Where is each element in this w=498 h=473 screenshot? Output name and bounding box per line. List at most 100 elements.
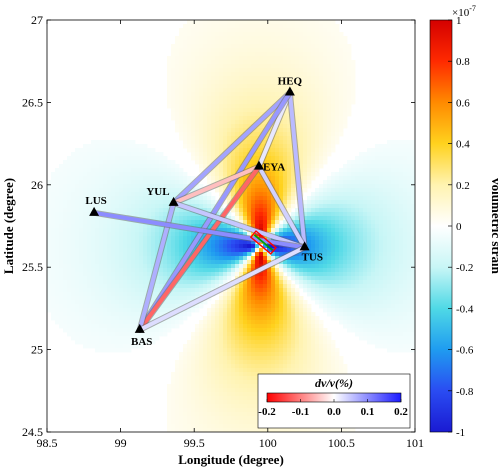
- strain-cell: [323, 300, 328, 305]
- strain-cell: [331, 204, 336, 209]
- strain-cell: [363, 176, 368, 181]
- strain-cell: [311, 104, 316, 109]
- strain-cell: [59, 176, 64, 181]
- strain-cell: [387, 176, 392, 181]
- strain-cell: [155, 192, 160, 197]
- strain-cell: [327, 252, 332, 257]
- strain-cell: [287, 68, 292, 73]
- strain-cell: [311, 216, 316, 221]
- strain-cell: [95, 204, 100, 209]
- strain-cell: [131, 288, 136, 293]
- strain-cell: [167, 252, 172, 257]
- strain-cell: [243, 32, 248, 37]
- strain-cell: [183, 60, 188, 65]
- strain-cell: [251, 280, 256, 285]
- strain-cell: [87, 188, 92, 193]
- strain-cell: [339, 92, 344, 97]
- strain-cell: [279, 268, 284, 273]
- strain-cell: [107, 296, 112, 301]
- strain-cell: [131, 248, 136, 253]
- strain-cell: [163, 160, 168, 165]
- strain-cell: [91, 276, 96, 281]
- strain-cell: [275, 28, 280, 33]
- strain-cell: [71, 180, 76, 185]
- strain-cell: [251, 28, 256, 33]
- strain-cell: [135, 264, 140, 269]
- strain-cell: [71, 192, 76, 197]
- strain-cell: [87, 272, 92, 277]
- strain-cell: [235, 260, 240, 265]
- strain-cell: [267, 280, 272, 285]
- strain-cell: [223, 200, 228, 205]
- strain-cell: [371, 180, 376, 185]
- strain-cell: [299, 44, 304, 49]
- strain-cell: [307, 44, 312, 49]
- strain-cell: [251, 212, 256, 217]
- strain-cell: [175, 36, 180, 41]
- strain-cell: [199, 60, 204, 65]
- strain-cell: [247, 248, 252, 253]
- strain-cell: [175, 88, 180, 93]
- strain-cell: [291, 52, 296, 57]
- strain-cell: [151, 232, 156, 237]
- strain-cell: [195, 212, 200, 217]
- strain-cell: [139, 152, 144, 157]
- strain-cell: [307, 224, 312, 229]
- strain-cell: [327, 144, 332, 149]
- strain-cell: [259, 104, 264, 109]
- strain-cell: [331, 212, 336, 217]
- strain-cell: [323, 128, 328, 133]
- strain-cell: [319, 52, 324, 57]
- strain-cell: [143, 252, 148, 257]
- strain-cell: [63, 160, 68, 165]
- strain-cell: [211, 236, 216, 241]
- strain-cell: [299, 148, 304, 153]
- strain-cell: [75, 268, 80, 273]
- strain-cell: [151, 180, 156, 185]
- strain-cell: [183, 104, 188, 109]
- strain-cell: [327, 288, 332, 293]
- strain-cell: [287, 168, 292, 173]
- strain-cell: [327, 216, 332, 221]
- strain-cell: [383, 240, 388, 245]
- strain-cell: [263, 252, 268, 257]
- strain-cell: [287, 288, 292, 293]
- strain-cell: [215, 128, 220, 133]
- strain-cell: [347, 188, 352, 193]
- strain-cell: [91, 268, 96, 273]
- strain-cell: [143, 292, 148, 297]
- strain-cell: [275, 300, 280, 305]
- strain-cell: [287, 52, 292, 57]
- strain-cell: [299, 20, 304, 25]
- strain-cell: [183, 144, 188, 149]
- strain-cell: [59, 240, 64, 245]
- strain-cell: [351, 260, 356, 265]
- strain-cell: [63, 180, 68, 185]
- strain-cell: [335, 200, 340, 205]
- strain-cell: [119, 232, 124, 237]
- strain-cell: [71, 208, 76, 213]
- strain-cell: [319, 48, 324, 53]
- strain-cell: [247, 48, 252, 53]
- strain-cell: [123, 148, 128, 153]
- strain-cell: [327, 64, 332, 69]
- strain-cell: [323, 264, 328, 269]
- strain-cell: [295, 212, 300, 217]
- strain-cell: [247, 76, 252, 81]
- strain-cell: [403, 276, 408, 281]
- strain-cell: [99, 240, 104, 245]
- strain-cell: [179, 44, 184, 49]
- strain-cell: [387, 200, 392, 205]
- strain-cell: [215, 24, 220, 29]
- strain-cell: [143, 184, 148, 189]
- strain-cell: [111, 140, 116, 145]
- strain-cell: [63, 168, 68, 173]
- strain-cell: [299, 52, 304, 57]
- strain-cell: [319, 152, 324, 157]
- strain-cell: [251, 140, 256, 145]
- strain-cell: [147, 272, 152, 277]
- strain-cell: [99, 228, 104, 233]
- strain-cell: [411, 164, 415, 169]
- strain-cell: [351, 76, 356, 81]
- strain-cell: [279, 212, 284, 217]
